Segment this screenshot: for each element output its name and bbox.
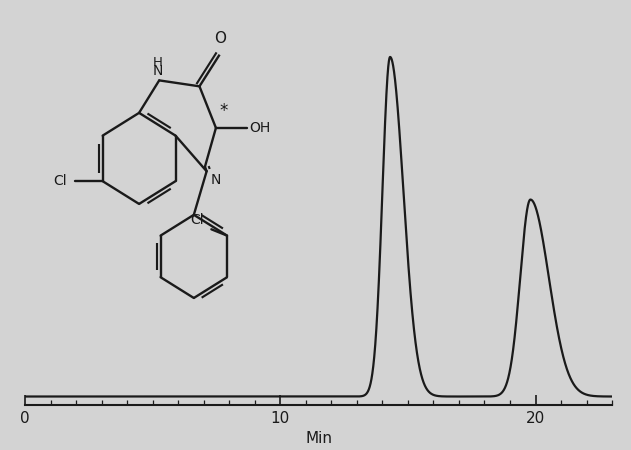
Text: N: N: [152, 63, 163, 77]
Text: O: O: [215, 31, 227, 46]
Text: N: N: [211, 173, 221, 187]
Text: Cl: Cl: [190, 213, 204, 227]
X-axis label: Min: Min: [305, 431, 332, 446]
Text: H: H: [153, 56, 162, 69]
Text: Cl: Cl: [53, 174, 67, 188]
Text: *: *: [220, 102, 228, 120]
Text: OH: OH: [249, 121, 270, 135]
